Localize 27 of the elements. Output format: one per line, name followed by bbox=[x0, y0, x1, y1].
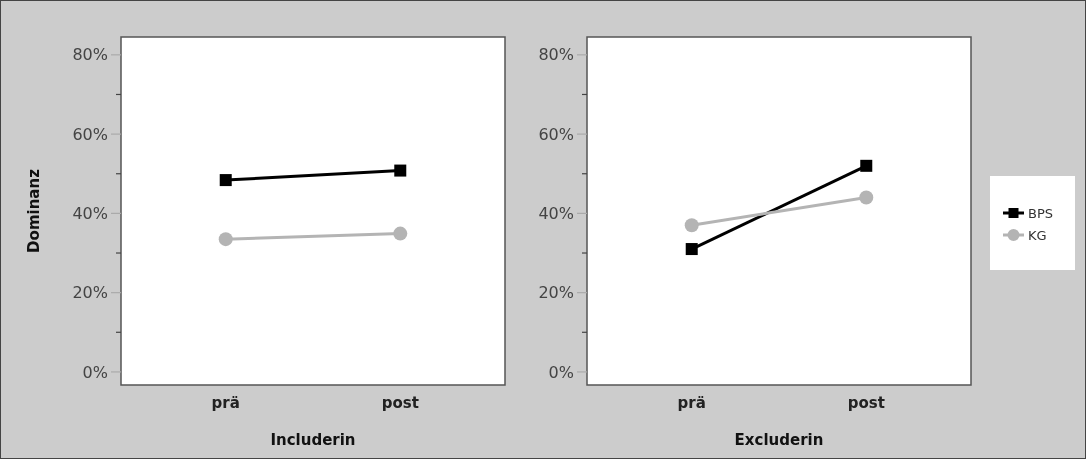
legend-label: BPS bbox=[1028, 205, 1054, 221]
y-tick-label: 40% bbox=[538, 203, 574, 223]
point bbox=[394, 164, 407, 177]
y-tick-label: 60% bbox=[72, 124, 108, 144]
point bbox=[860, 159, 873, 172]
x-tick-label: post bbox=[381, 394, 419, 412]
x-tick-label: prä bbox=[677, 394, 706, 412]
x-axis-title: Excluderin bbox=[734, 431, 824, 449]
y-tick-label: 0% bbox=[548, 362, 574, 382]
x-tick-label: post bbox=[847, 394, 885, 412]
y-tick-label: 80% bbox=[538, 45, 574, 65]
y-tick-label: 0% bbox=[82, 362, 108, 382]
legend-label: KG bbox=[1028, 227, 1047, 243]
y-tick-label: 40% bbox=[72, 203, 108, 223]
point bbox=[859, 190, 874, 205]
point bbox=[218, 232, 233, 247]
point bbox=[684, 218, 699, 233]
x-axis-title: Includerin bbox=[270, 431, 356, 449]
y-axis-title: Dominanz bbox=[25, 168, 43, 253]
y-tick-label: 20% bbox=[538, 283, 574, 303]
point bbox=[219, 174, 232, 187]
x-tick-label: prä bbox=[211, 394, 240, 412]
point bbox=[685, 243, 698, 256]
y-tick-label: 80% bbox=[72, 45, 108, 65]
y-tick-label: 60% bbox=[538, 124, 574, 144]
y-tick-label: 20% bbox=[72, 283, 108, 303]
point bbox=[393, 226, 408, 241]
